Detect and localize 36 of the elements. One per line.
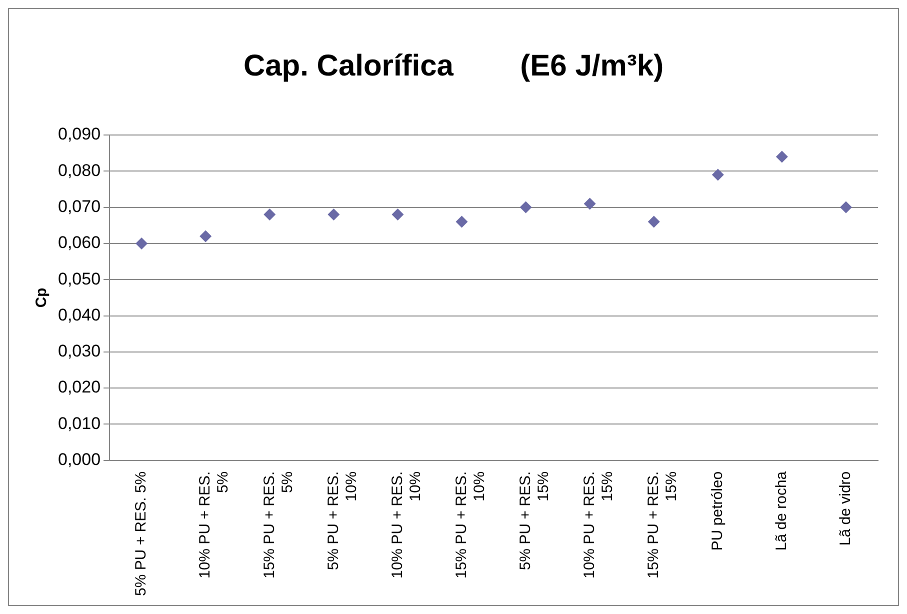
point: [712, 168, 724, 181]
point: [392, 208, 404, 221]
x-tick-label: 15% PU + RES. 5%: [260, 471, 296, 579]
y-tick-label: 0,060: [58, 233, 101, 252]
x-tick-label: 15% PU + RES. 15%: [645, 471, 680, 579]
y-tick-label: 0,030: [58, 342, 101, 361]
point: [584, 198, 596, 210]
y-tick-label: 0,070: [58, 196, 101, 216]
y-tick-label: 0,050: [58, 269, 101, 288]
y-tick-label: 0,000: [58, 450, 101, 470]
x-tick-label: 5% PU + RES. 15%: [516, 471, 552, 570]
point: [840, 201, 852, 214]
y-axis-title: Cp: [33, 288, 50, 308]
x-tick-label: 15% PU + RES. 10%: [452, 471, 488, 579]
point: [328, 208, 340, 221]
y-tick-label: 0,080: [58, 160, 101, 180]
y-tick-label: 0,010: [58, 414, 101, 433]
point: [776, 150, 788, 163]
point: [264, 208, 276, 221]
point: [136, 237, 148, 250]
x-tick-label: Lã de vidro: [837, 471, 854, 546]
x-tick-label: PU petróleo: [709, 471, 726, 551]
x-tick-label: 10% PU + RES. 15%: [580, 471, 616, 579]
x-tick-label: 5% PU + RES. 10%: [324, 471, 360, 570]
point: [648, 216, 660, 228]
point: [456, 216, 468, 228]
y-tick-label: 0,020: [58, 378, 101, 397]
x-tick-label: 10% PU + RES. 5%: [196, 471, 232, 579]
x-tick-label: 5% PU + RES. 5%: [132, 471, 150, 596]
x-tick-label: 10% PU + RES. 10%: [388, 471, 424, 579]
chart-title: Cap. Calorífica (E6 J/m³k): [243, 49, 664, 82]
point: [200, 230, 212, 242]
x-tick-label: Lã de rocha: [773, 470, 790, 551]
y-tick-label: 0,040: [58, 305, 101, 324]
y-tick-label: 0,090: [58, 124, 101, 144]
point: [520, 201, 532, 214]
